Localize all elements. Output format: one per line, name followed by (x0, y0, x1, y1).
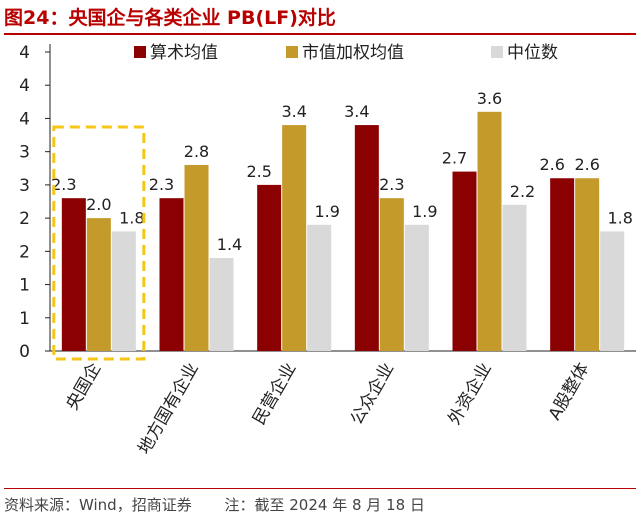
value-label: 1.8 (607, 208, 632, 227)
y-tick-label: 3 (19, 176, 30, 196)
value-label: 2.0 (86, 195, 111, 214)
bar-3-0 (354, 125, 379, 351)
bar-4-1 (477, 111, 502, 351)
bar-0-0 (61, 198, 86, 351)
bar-2-2 (307, 224, 332, 351)
legend-label: 市值加权均值 (302, 43, 404, 63)
value-label: 2.5 (246, 162, 271, 181)
y-tick-label: 4 (19, 109, 30, 129)
value-label: 2.6 (574, 155, 599, 174)
legend-label: 中位数 (507, 43, 558, 63)
title-rule (4, 33, 636, 35)
footer-rule (4, 488, 636, 489)
x-tick-label: 央国企 (62, 360, 105, 414)
bar-0-1 (86, 218, 111, 351)
bar-4-2 (502, 204, 527, 351)
value-label: 2.3 (51, 175, 76, 194)
value-label: 1.8 (119, 208, 144, 227)
bar-3-2 (404, 224, 429, 351)
x-tick-label: A股整体 (545, 360, 594, 424)
bar-3-1 (379, 198, 404, 351)
highlight-box (52, 125, 146, 361)
bar-0-2 (111, 231, 136, 351)
bar-2-1 (282, 125, 307, 351)
y-tick-label: 2 (19, 209, 30, 229)
bar-1-1 (184, 164, 209, 351)
bar-1-2 (209, 257, 234, 351)
y-tick-label: 1 (19, 309, 30, 329)
value-label: 2.6 (539, 155, 564, 174)
value-label: 3.6 (477, 89, 502, 108)
note-text: 注：截至 2024 年 8 月 18 日 (224, 496, 425, 514)
footer: 资料来源：Wind，招商证券 注：截至 2024 年 8 月 18 日 (4, 494, 425, 515)
bar-5-2 (600, 231, 625, 351)
bar-2-0 (257, 184, 282, 351)
x-tick-label: 民营企业 (249, 360, 300, 429)
legend-label: 算术均值 (150, 43, 218, 63)
x-tick-label: 地方国有企业 (135, 360, 203, 458)
bar-1-0 (159, 198, 184, 351)
bar-5-0 (550, 178, 575, 351)
value-label: 2.3 (149, 175, 174, 194)
legend-swatch (134, 46, 146, 58)
value-label: 2.7 (442, 149, 467, 168)
value-label: 2.2 (510, 182, 535, 201)
y-tick-label: 3 (19, 143, 30, 163)
x-tick-label: 公众企业 (347, 360, 398, 429)
source-text: 资料来源：Wind，招商证券 (4, 496, 192, 514)
x-tick-label: 外资企业 (445, 360, 496, 429)
bar-5-1 (575, 178, 600, 351)
value-label: 2.8 (184, 142, 209, 161)
y-tick-label: 4 (19, 76, 30, 96)
bar-4-0 (452, 171, 477, 351)
y-tick-label: 1 (19, 276, 30, 296)
y-tick-label: 2 (19, 242, 30, 262)
figure-title: 图24：央国企与各类企业 PB(LF)对比 (4, 7, 336, 29)
value-label: 1.4 (217, 235, 242, 254)
value-label: 2.3 (379, 175, 404, 194)
value-label: 3.4 (344, 102, 369, 121)
value-label: 1.9 (314, 202, 339, 221)
y-tick-label: 0 (19, 342, 30, 362)
legend-swatch (286, 46, 298, 58)
value-label: 1.9 (412, 202, 437, 221)
value-label: 3.4 (281, 102, 306, 121)
legend-swatch (491, 46, 503, 58)
y-tick-label: 4 (19, 43, 30, 63)
